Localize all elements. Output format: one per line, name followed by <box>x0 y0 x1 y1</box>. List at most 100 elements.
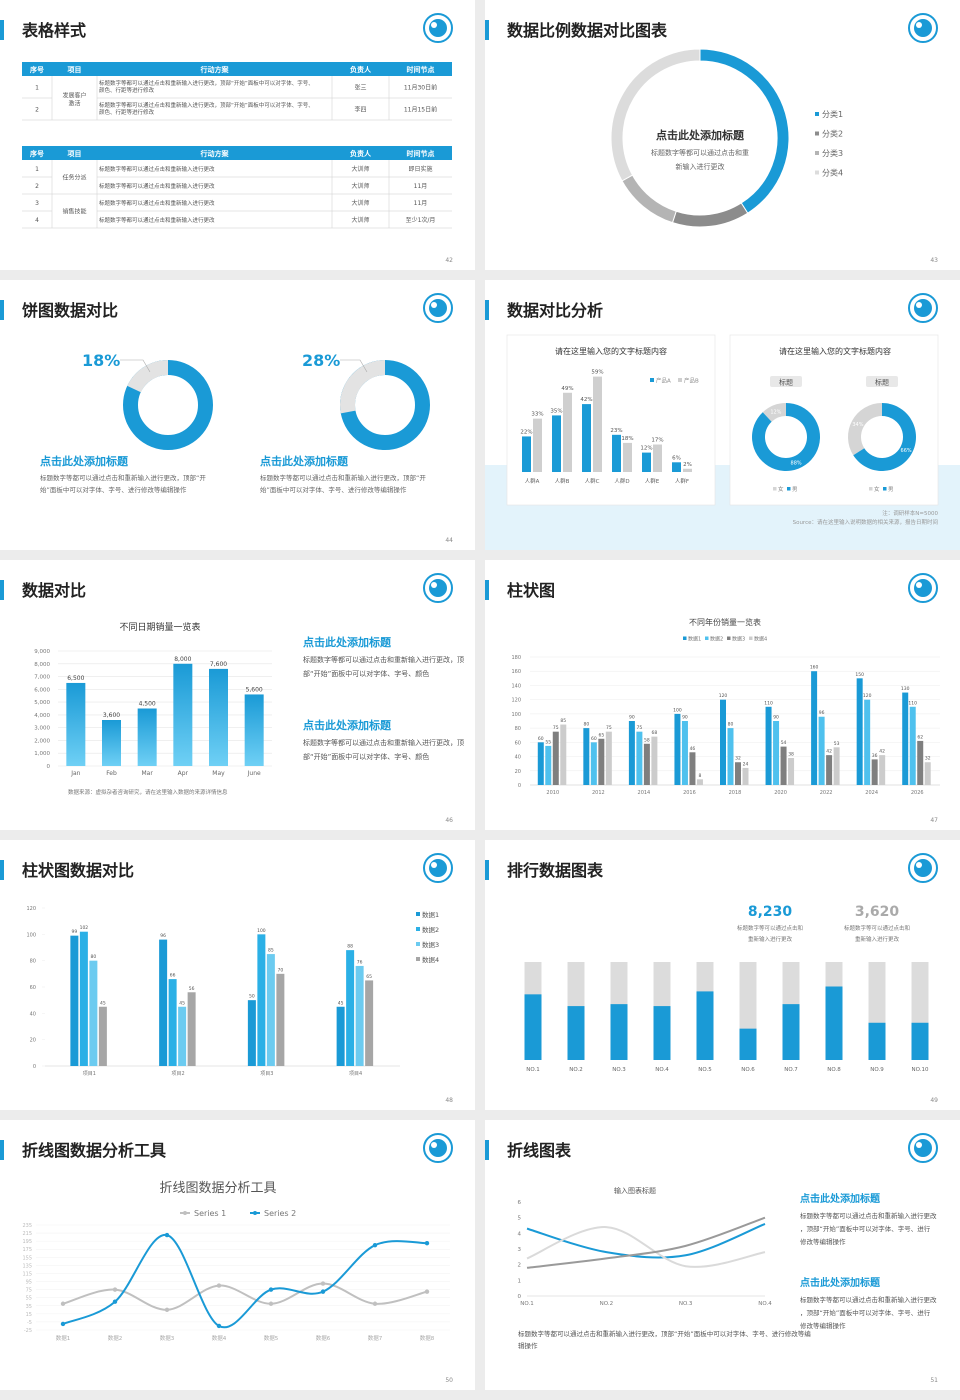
legend-label: 数据3 <box>732 636 745 643</box>
bar <box>782 1004 800 1060</box>
y-tick-label: 180 <box>511 655 521 661</box>
paragraph: 标题数字等都可以通过点击和重新输入进行更改，顶部“开始”面板中可以对字体、字号、… <box>260 473 426 494</box>
value-label: 80 <box>583 722 589 728</box>
value-label: 24 <box>743 761 749 767</box>
y-tick-label: 115 <box>22 1271 32 1277</box>
value-label: 45 <box>100 1000 106 1006</box>
leader-line <box>120 359 151 373</box>
x-tick-label: Mar <box>142 770 154 777</box>
x-tick-label: 数据5 <box>264 1334 279 1342</box>
line-marker <box>216 1323 222 1329</box>
y-tick-label: 55 <box>26 1296 32 1302</box>
bar <box>173 663 193 766</box>
table-cell: 标题数字等都可以通过点击和重新输入进行更改 <box>99 165 215 173</box>
y-tick-label: 160 <box>511 669 521 675</box>
legend-label: 数据3 <box>422 940 439 949</box>
x-tick-label: 2010 <box>546 790 559 796</box>
table-cell: 11月 <box>414 183 428 190</box>
text-line: 标题数字等都可以通过点击和重 <box>651 148 749 157</box>
y-tick-label: 5 <box>518 1216 522 1222</box>
bar <box>651 736 658 785</box>
legend-marker <box>183 1211 187 1215</box>
paragraph: 标题数字等都可以通过点击和重新输入进行更改，顶部“开始”面板中可以对字体、字号、… <box>303 655 464 678</box>
y-tick-label: 5,000 <box>34 700 50 706</box>
x-tick-label: 2016 <box>683 790 696 796</box>
text-line: 辑操作 <box>518 1341 538 1350</box>
legend-swatch <box>416 957 420 961</box>
title-accent <box>0 1140 4 1160</box>
page-number: 50 <box>445 1377 453 1384</box>
value-label: 38 <box>788 751 794 757</box>
bar <box>856 678 863 785</box>
legend-swatch <box>815 170 819 175</box>
table-cell: 大训师 <box>351 216 369 224</box>
y-tick-label: 120 <box>511 698 521 704</box>
bar <box>788 757 795 785</box>
title-accent <box>0 580 4 600</box>
text-line: ，顶部“开始”面板中可以对字体、字号、进行 <box>800 1224 931 1233</box>
value-label: 56 <box>189 986 195 992</box>
text-line: 发展客户 <box>62 92 86 100</box>
text-line: 标题数字等都可以通过点击和重新输入进行更改 <box>800 1295 937 1304</box>
x-tick-label: 人群F <box>675 477 689 485</box>
table-cell: 标题数字等都可以通过点击和重新输入进行更改 <box>99 199 215 207</box>
value-label: 54 <box>781 740 787 746</box>
table-header <box>22 62 452 76</box>
logo-dot <box>916 22 922 28</box>
logo-dot <box>916 862 922 868</box>
slide-background <box>0 280 475 550</box>
y-tick-label: 6,000 <box>34 687 50 693</box>
y-tick-label: 40 <box>515 755 521 761</box>
donut-label: 标题 <box>875 378 889 387</box>
y-tick-label: 3,000 <box>34 726 50 732</box>
bar <box>533 418 542 472</box>
x-tick-label: 2014 <box>638 790 651 796</box>
table-cell: 4 <box>35 217 39 224</box>
value-label: 55 <box>545 739 551 745</box>
legend-label: 数据2 <box>422 925 439 934</box>
value-label: 35% <box>550 408 562 414</box>
value-label: 2% <box>683 462 692 468</box>
value-label: 32 <box>925 756 931 762</box>
x-tick-label: NO.1 <box>520 1301 533 1307</box>
donut-segment <box>610 48 701 182</box>
value-label: 85 <box>560 718 566 724</box>
text-line: 激活 <box>68 100 80 108</box>
x-tick-label: NO.9 <box>870 1067 884 1073</box>
x-tick-label: NO.10 <box>912 1067 929 1073</box>
y-tick-label: 4 <box>518 1231 522 1237</box>
bar <box>590 742 597 785</box>
value-label: 65 <box>366 974 372 980</box>
value-label: 5,600 <box>246 686 263 693</box>
text-line: 重新输入进行更改 <box>748 935 793 943</box>
title-accent <box>485 580 489 600</box>
line-marker <box>268 1287 274 1292</box>
legend-label: 数据1 <box>422 910 439 919</box>
value-label: 46 <box>690 746 696 752</box>
bar <box>552 731 559 785</box>
logo-dot <box>431 862 437 868</box>
table-cell: 3 <box>35 200 39 207</box>
line-marker <box>164 1232 170 1238</box>
slide: 折线图数据分析工具 50 折线图数据分析工具 235 215 195 175 155 135 11… <box>0 1120 475 1390</box>
logo-core <box>914 579 932 597</box>
x-tick-label: Jan <box>70 770 80 777</box>
value-label: 110 <box>908 700 917 706</box>
text-line: 标题数字等都可以通过点击和重新输入进行更改，顶 <box>303 738 464 747</box>
text-line: 颜色、行距等进行修改 <box>99 86 155 94</box>
value-label: 160 <box>810 665 819 671</box>
value-label: 65 <box>598 732 604 738</box>
legend-label: 分类1 <box>822 109 843 119</box>
logo-core <box>429 1139 447 1157</box>
text-line: 标题数字等都可以通过点击和重新输入进行更改，顶部“开 <box>40 473 206 482</box>
logo-core <box>914 299 932 317</box>
x-tick-label: 项目4 <box>349 1071 362 1077</box>
bar <box>917 740 924 785</box>
x-tick-label: NO.4 <box>758 1301 772 1307</box>
title-accent <box>485 1140 489 1160</box>
bar <box>583 728 590 785</box>
line-marker <box>424 1240 430 1246</box>
bar <box>773 721 780 785</box>
label-pill <box>866 376 898 387</box>
